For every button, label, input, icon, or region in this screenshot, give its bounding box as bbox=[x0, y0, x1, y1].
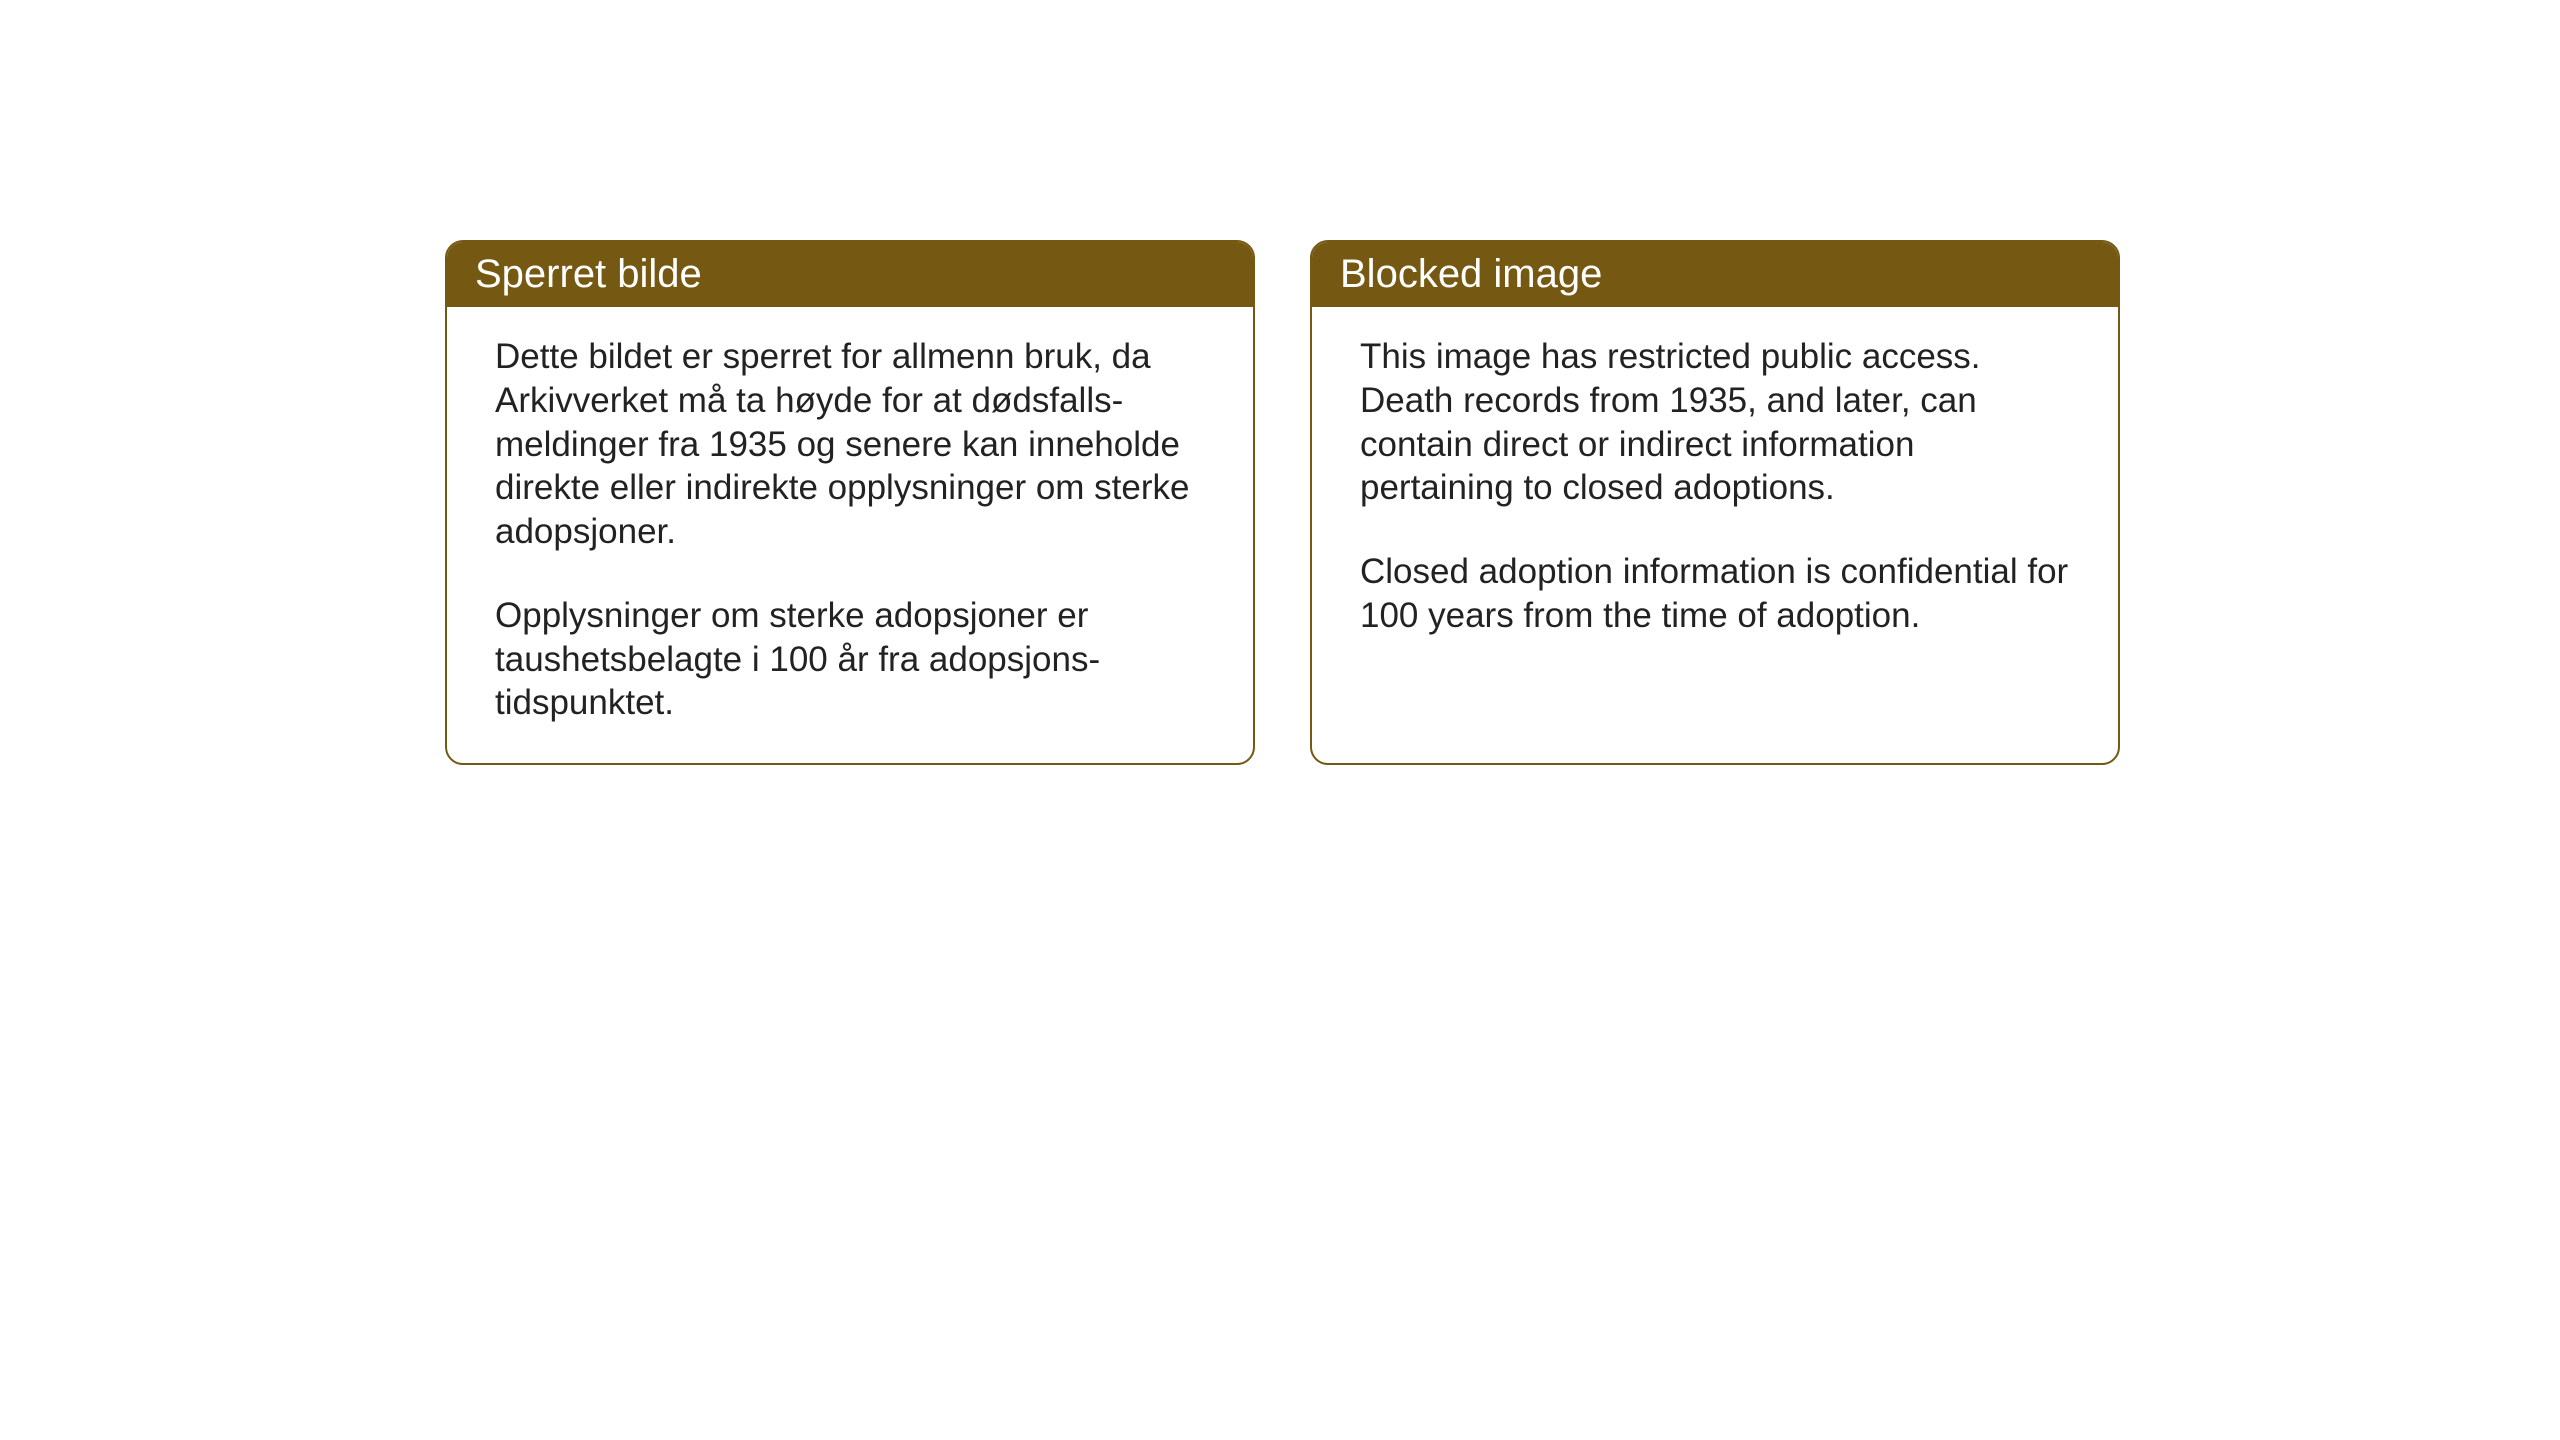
card-paragraph-norwegian-1: Dette bildet er sperret for allmenn bruk… bbox=[495, 335, 1205, 554]
card-title-english: Blocked image bbox=[1340, 252, 1602, 296]
card-paragraph-norwegian-2: Opplysninger om sterke adopsjoner er tau… bbox=[495, 594, 1205, 725]
card-header-english: Blocked image bbox=[1312, 242, 2118, 307]
notice-card-norwegian: Sperret bilde Dette bildet er sperret fo… bbox=[445, 240, 1255, 765]
card-title-norwegian: Sperret bilde bbox=[475, 252, 702, 296]
card-body-norwegian: Dette bildet er sperret for allmenn bruk… bbox=[447, 307, 1253, 763]
card-body-english: This image has restricted public access.… bbox=[1312, 307, 2118, 737]
card-paragraph-english-2: Closed adoption information is confident… bbox=[1360, 550, 2070, 638]
notice-container: Sperret bilde Dette bildet er sperret fo… bbox=[445, 240, 2120, 765]
card-header-norwegian: Sperret bilde bbox=[447, 242, 1253, 307]
card-paragraph-english-1: This image has restricted public access.… bbox=[1360, 335, 2070, 510]
notice-card-english: Blocked image This image has restricted … bbox=[1310, 240, 2120, 765]
